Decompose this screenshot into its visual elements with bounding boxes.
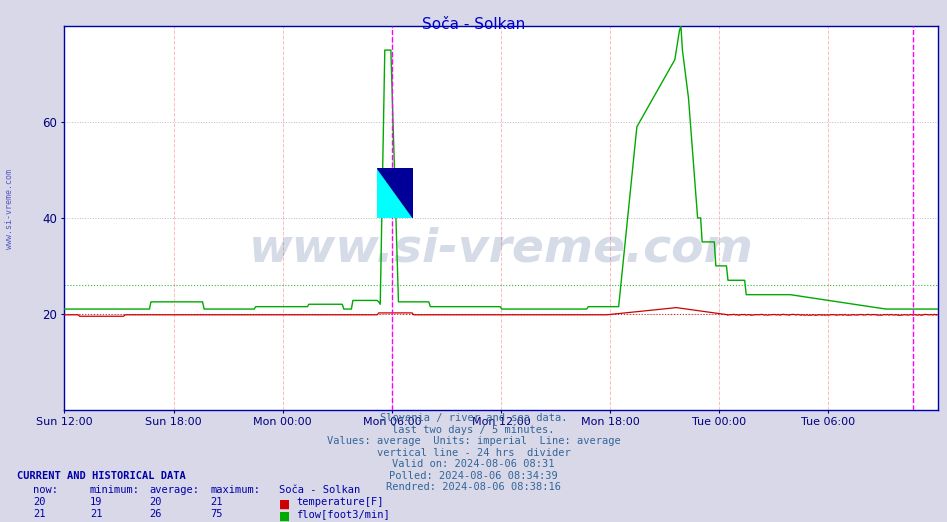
Text: average:: average:: [150, 485, 200, 495]
Text: Valid on: 2024-08-06 08:31: Valid on: 2024-08-06 08:31: [392, 459, 555, 469]
Text: Rendred: 2024-08-06 08:38:16: Rendred: 2024-08-06 08:38:16: [386, 482, 561, 492]
Text: vertical line - 24 hrs  divider: vertical line - 24 hrs divider: [377, 448, 570, 458]
Polygon shape: [377, 169, 413, 218]
Text: ■: ■: [279, 509, 291, 522]
Text: 21: 21: [33, 509, 45, 519]
Text: Soča - Solkan: Soča - Solkan: [279, 485, 361, 495]
Text: 19: 19: [90, 497, 102, 507]
Text: 20: 20: [33, 497, 45, 507]
Text: minimum:: minimum:: [90, 485, 140, 495]
Text: Slovenia / river and sea data.: Slovenia / river and sea data.: [380, 413, 567, 423]
Text: Soča - Solkan: Soča - Solkan: [421, 17, 526, 32]
Text: Polled: 2024-08-06 08:34:39: Polled: 2024-08-06 08:34:39: [389, 471, 558, 481]
Text: 20: 20: [150, 497, 162, 507]
Text: last two days / 5 minutes.: last two days / 5 minutes.: [392, 425, 555, 435]
Text: 21: 21: [90, 509, 102, 519]
Text: Values: average  Units: imperial  Line: average: Values: average Units: imperial Line: av…: [327, 436, 620, 446]
Text: temperature[F]: temperature[F]: [296, 497, 384, 507]
Polygon shape: [377, 169, 413, 218]
Text: CURRENT AND HISTORICAL DATA: CURRENT AND HISTORICAL DATA: [17, 471, 186, 481]
Text: maximum:: maximum:: [210, 485, 260, 495]
Text: ■: ■: [279, 497, 291, 511]
Text: 75: 75: [210, 509, 223, 519]
Text: flow[foot3/min]: flow[foot3/min]: [296, 509, 390, 519]
Text: www.si-vreme.com: www.si-vreme.com: [5, 169, 14, 249]
Text: 21: 21: [210, 497, 223, 507]
Text: 26: 26: [150, 509, 162, 519]
Text: now:: now:: [33, 485, 58, 495]
Text: www.si-vreme.com: www.si-vreme.com: [248, 226, 754, 271]
